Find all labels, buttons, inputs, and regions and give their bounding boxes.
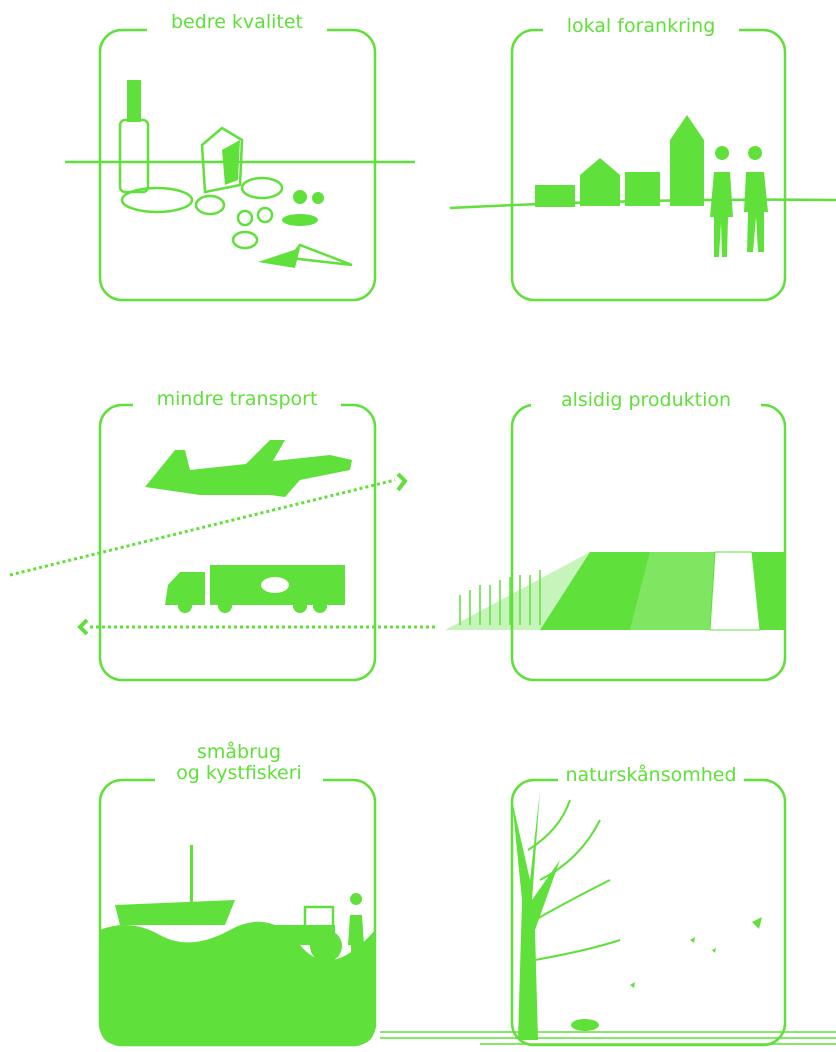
- nature-illustration: [380, 790, 836, 1044]
- infographic: bedre kvalitet lokal forankring mindre t…: [0, 0, 836, 1052]
- panel-frame: [512, 30, 785, 300]
- field-illustration: [445, 552, 785, 630]
- panel-frame: [100, 405, 375, 680]
- panel-title: lokal forankring: [567, 15, 716, 37]
- panel-frame: [512, 405, 785, 680]
- panel-title: småbrug: [197, 740, 281, 763]
- panel-title: mindre transport: [157, 388, 318, 410]
- panel-title: alsidig produktion: [561, 389, 731, 411]
- transport-illustration: [10, 440, 435, 634]
- panel-title: bedre kvalitet: [171, 11, 303, 33]
- panel-frame: [512, 780, 785, 1045]
- food-illustration: [65, 80, 415, 268]
- village-illustration: [450, 115, 836, 257]
- coast-illustration: [100, 845, 375, 1045]
- panel-title: naturskånsomhed: [565, 763, 736, 786]
- panel-title: og kystfiskeri: [176, 762, 302, 784]
